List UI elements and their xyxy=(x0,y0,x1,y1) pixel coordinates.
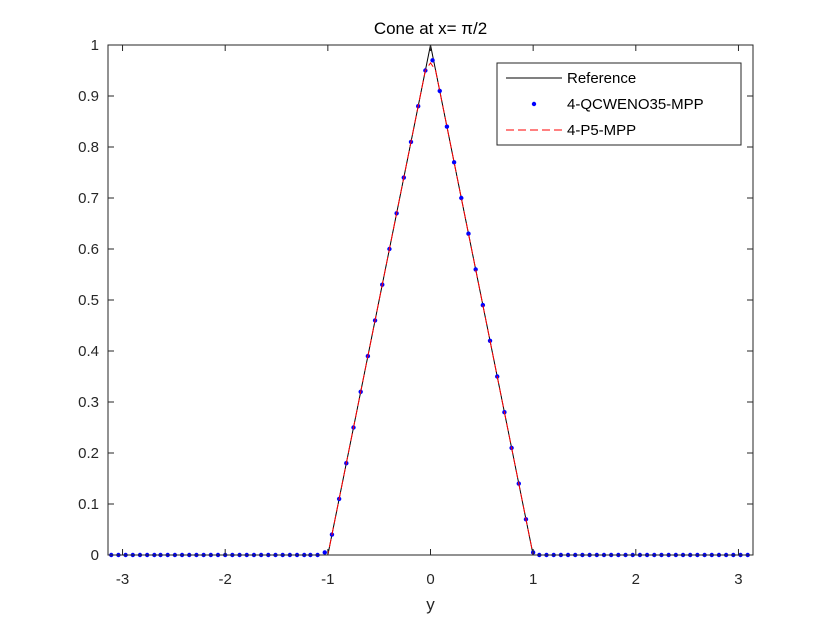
data-point xyxy=(444,124,450,129)
x-tick-label: 0 xyxy=(426,571,434,588)
data-point xyxy=(430,58,435,63)
y-tick-label: 1 xyxy=(91,37,99,54)
legend-label: 4-QCWENO35-MPP xyxy=(567,96,704,113)
plot-frame xyxy=(107,44,754,556)
series-4-qcweno35-mpp xyxy=(109,58,750,558)
data-point xyxy=(459,195,464,201)
legend-label: 4-P5-MPP xyxy=(567,122,636,139)
legend-item: Reference xyxy=(506,70,636,87)
data-point xyxy=(480,302,486,308)
legend-box xyxy=(496,62,742,146)
x-tick-label: -2 xyxy=(219,571,232,588)
y-tick-label: 0.5 xyxy=(78,292,99,309)
ticks-layer: -3 -2 -1 0 1 2 3 0 0.1 0.2 0.3 0.4 0.5 0.6 0.7 0.8 0.9 1 xyxy=(78,37,753,588)
y-tick-label: 0.9 xyxy=(78,88,99,105)
chart-title: Cone at x= π/2 xyxy=(374,19,487,38)
y-tick-label: 0.4 xyxy=(78,343,99,360)
series-line xyxy=(108,61,753,556)
x-tick-label: 1 xyxy=(529,571,537,588)
series-4-p5-mpp xyxy=(108,61,753,556)
x-tick-label: -3 xyxy=(116,571,129,588)
x-tick-label: -1 xyxy=(321,571,334,588)
data-point xyxy=(466,231,471,236)
x-axis-label: y xyxy=(426,595,435,614)
legend-label: Reference xyxy=(567,70,636,87)
data-point xyxy=(473,267,478,272)
data-point xyxy=(451,160,457,165)
y-tick-label: 0.8 xyxy=(78,139,99,156)
data-point xyxy=(322,550,327,555)
x-tick-label: 3 xyxy=(734,571,742,588)
y-tick-label: 0 xyxy=(91,547,99,564)
y-tick-label: 0.2 xyxy=(78,445,99,462)
legend-item: 4-QCWENO35-MPP xyxy=(531,96,704,113)
legend: Reference 4-QCWENO35-MPP 4-P5-MPP xyxy=(496,62,742,146)
y-tick-label: 0.6 xyxy=(78,241,99,258)
y-tick-label: 0.7 xyxy=(78,190,99,207)
data-point xyxy=(437,88,442,94)
y-tick-label: 0.3 xyxy=(78,394,99,411)
legend-marker xyxy=(531,101,537,107)
y-tick-label: 0.1 xyxy=(78,496,99,513)
x-tick-label: 2 xyxy=(632,571,640,588)
legend-item: 4-P5-MPP xyxy=(506,122,636,139)
